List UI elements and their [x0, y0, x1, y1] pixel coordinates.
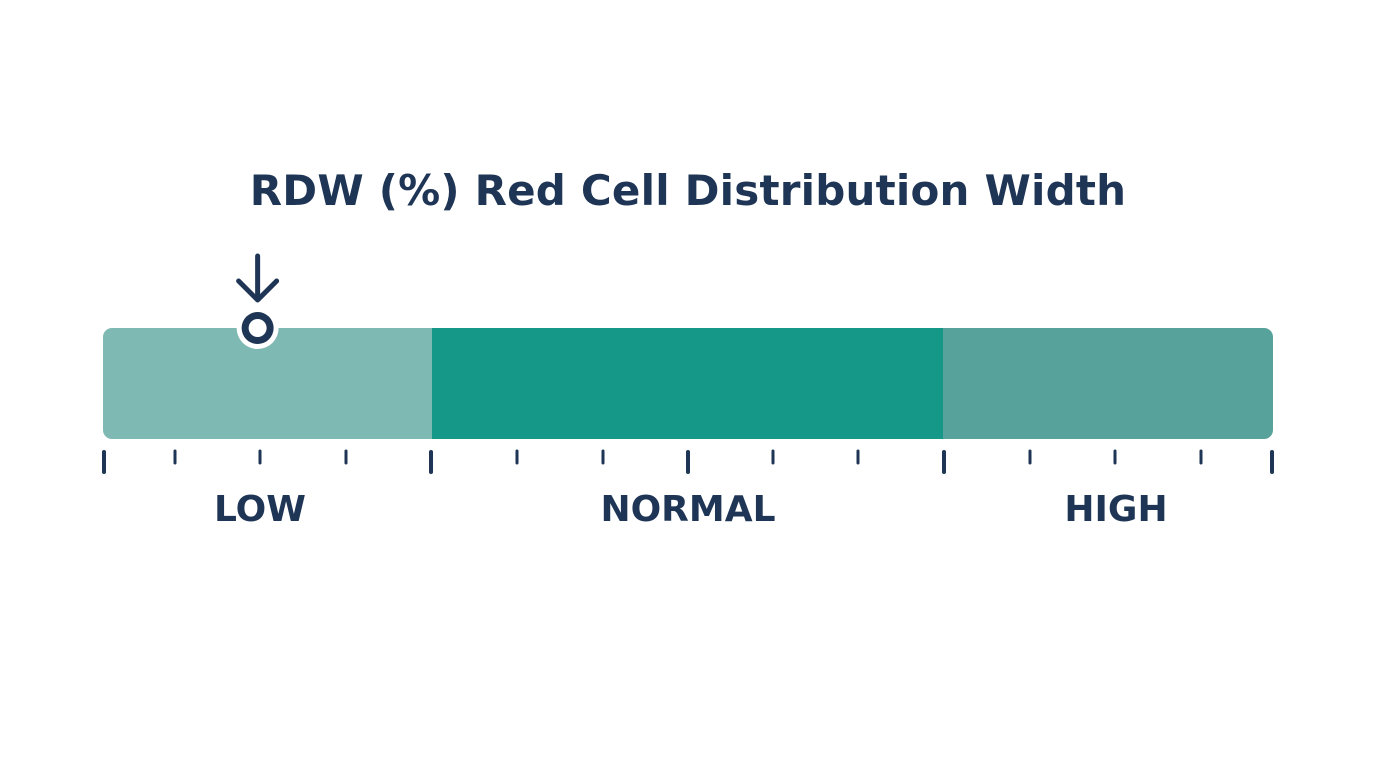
down-arrow-icon	[236, 253, 280, 303]
value-indicator	[236, 253, 280, 349]
zone-label-high: HIGH	[1064, 489, 1167, 530]
zone-label-normal: NORMAL	[600, 489, 775, 530]
zone-normal-band	[432, 328, 943, 439]
value-marker-center	[248, 319, 267, 337]
zone-high-band	[943, 328, 1273, 439]
zone-label-low: LOW	[214, 489, 306, 530]
scale-ticks	[102, 449, 1274, 474]
chart-title: RDW (%) Red Cell Distribution Width	[249, 166, 1127, 215]
